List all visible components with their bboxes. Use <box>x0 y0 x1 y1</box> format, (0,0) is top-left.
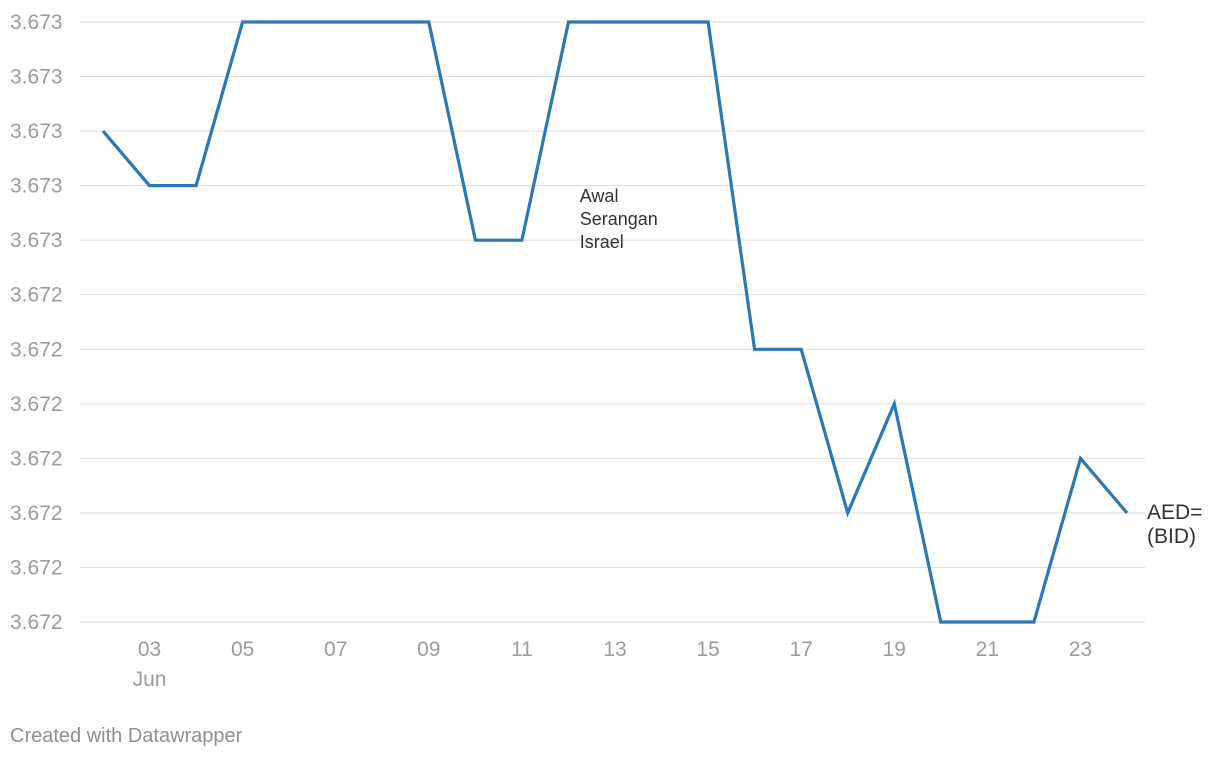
annotations: Awal Serangan Israel <box>580 186 658 252</box>
series-line <box>101 20 1129 624</box>
y-tick-label: 3.673 <box>10 120 63 143</box>
footer-credit: Created with Datawrapper <box>10 725 243 747</box>
x-tick-label: 19 <box>883 638 906 661</box>
y-tick-label: 3.672 <box>10 447 63 470</box>
y-tick-label: 3.673 <box>10 66 63 89</box>
y-tick-label: 3.673 <box>10 175 63 198</box>
y-tick-label: 3.672 <box>10 611 63 634</box>
x-tick-label: 07 <box>324 638 347 661</box>
y-tick-label: 3.672 <box>10 284 63 307</box>
x-month-label: Jun <box>133 668 167 691</box>
y-tick-label: 3.672 <box>10 393 63 416</box>
annotation-label: Awal Serangan Israel <box>580 186 658 252</box>
y-tick-label: 3.672 <box>10 502 63 525</box>
y-axis-tick-labels: 3.673 3.673 3.673 3.673 3.673 3.672 3.672 3.672… <box>10 11 63 634</box>
x-tick-label: 21 <box>976 638 999 661</box>
x-tick-label: 11 <box>511 638 533 661</box>
x-tick-label: 23 <box>1069 638 1092 661</box>
y-tick-label: 3.673 <box>10 11 63 34</box>
x-tick-label: 17 <box>790 638 813 661</box>
x-axis-tick-labels: 03 05 07 09 11 13 15 17 19 21 23 Jun <box>133 638 1093 691</box>
x-tick-label: 09 <box>417 638 440 661</box>
series-end-labels: AED= (BID) <box>1147 501 1202 548</box>
y-tick-label: 3.672 <box>10 338 63 361</box>
y-tick-label: 3.673 <box>10 229 63 252</box>
y-tick-label: 3.672 <box>10 556 63 579</box>
series-end-label: AED= (BID) <box>1147 501 1202 548</box>
x-tick-label: 15 <box>696 638 719 661</box>
series-group <box>101 20 1129 624</box>
x-tick-label: 05 <box>231 638 254 661</box>
x-tick-label: 13 <box>603 638 626 661</box>
grid-lines <box>80 21 1145 623</box>
x-tick-label: 03 <box>138 638 161 661</box>
